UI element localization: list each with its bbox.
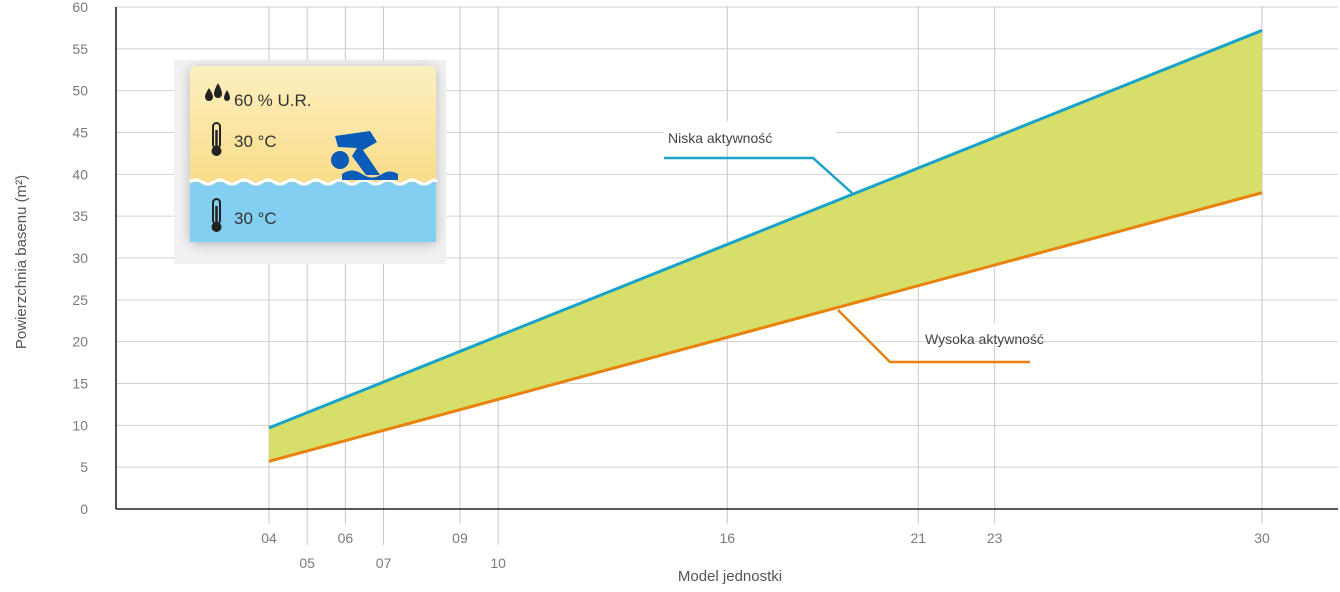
x-tick-label: 10: [490, 555, 506, 571]
thermometer-icon: [211, 122, 222, 156]
x-tick-label: 16: [720, 530, 736, 546]
x-tick-label: 06: [338, 530, 354, 546]
x-tick-label: 09: [452, 530, 468, 546]
thermometer-icon: [211, 198, 222, 232]
air-temp-text: 30 °C: [234, 132, 277, 151]
water-drops-icon: [205, 83, 230, 101]
water-temp-text: 30 °C: [234, 209, 277, 228]
x-tick-label: 23: [987, 530, 1003, 546]
y-tick-label: 30: [72, 250, 88, 266]
range-band: [269, 30, 1262, 462]
y-tick-label: 25: [72, 292, 88, 308]
y-tick-label: 40: [72, 166, 88, 182]
y-tick-label: 10: [72, 417, 88, 433]
y-tick-label: 60: [72, 0, 88, 15]
series-line-niska: [268, 29, 1263, 430]
y-tick-label: 55: [72, 41, 88, 57]
x-tick-label: 05: [299, 555, 315, 571]
series-label-wysoka: Wysoka aktywność: [837, 309, 1086, 364]
series-label-niska: Niska aktywność: [664, 121, 853, 194]
y-tick-label: 35: [72, 208, 88, 224]
x-tick-label: 30: [1254, 530, 1270, 546]
y-tick-label: 20: [72, 334, 88, 350]
legend-label-niska: Niska aktywność: [668, 130, 772, 146]
callout-line-wysoka: [837, 309, 1030, 364]
axes: [115, 7, 1338, 510]
y-tick-label: 5: [80, 459, 88, 475]
series-line-wysoka: [268, 191, 1263, 463]
x-tick-label: 07: [376, 555, 392, 571]
humidity-text: 60 % U.R.: [234, 91, 311, 110]
card-water-zone-bottom: [190, 232, 436, 242]
y-tick-label: 0: [80, 501, 88, 517]
wave-line: [189, 178, 438, 186]
swimmer-icon: [331, 131, 398, 180]
legend-label-wysoka: Wysoka aktywność: [925, 331, 1044, 347]
card-air-zone: [190, 66, 436, 182]
callout-line-niska: [664, 156, 853, 194]
x-tick-label: 04: [261, 530, 277, 546]
conditions-card: 60 % U.R. 30 °C 30 °C: [174, 60, 446, 264]
y-tick-label: 45: [72, 125, 88, 141]
y-axis-title: Powierzchnia basenu (m²): [13, 175, 30, 349]
y-tick-label: 50: [72, 83, 88, 99]
y-tick-label: 15: [72, 376, 88, 392]
x-tick-label: 21: [910, 530, 926, 546]
x-axis-title: Model jednostki: [678, 568, 782, 585]
